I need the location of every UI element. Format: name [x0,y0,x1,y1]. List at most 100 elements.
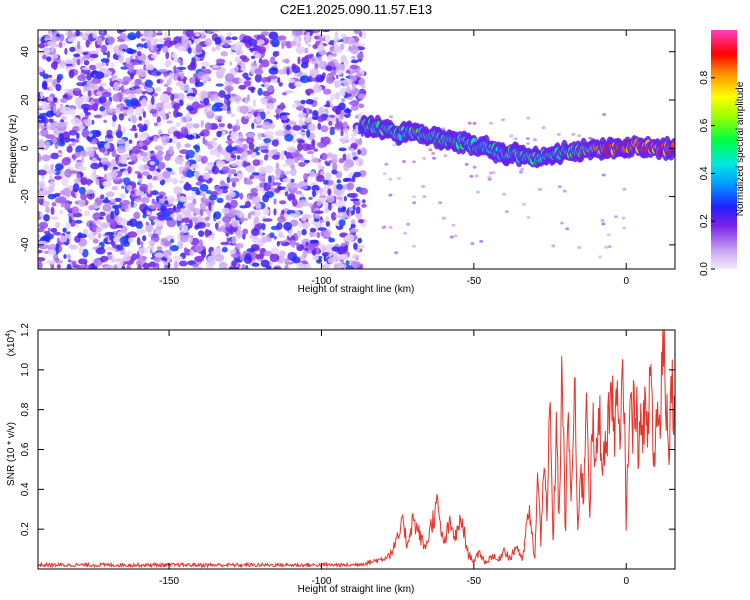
noise-blob [100,44,108,54]
noise-blob [290,239,296,248]
speckle-blob [487,175,492,179]
spec-y-tick-label: -40 [20,237,31,252]
noise-blob [154,86,162,92]
noise-blob [41,103,51,111]
noise-blob [321,136,331,145]
noise-blob [83,210,91,217]
noise-blob [119,258,124,266]
noise-blob [246,94,251,102]
noise-blob [325,76,335,84]
noise-blob [292,30,302,37]
noise-blob [131,145,141,155]
noise-blob [358,79,365,86]
noise-blob [154,122,158,127]
noise-blob [305,144,316,151]
noise-blob [165,51,170,60]
noise-blob [123,253,131,262]
noise-blob [255,238,260,244]
speckle-blob [432,156,437,160]
noise-blob [104,137,114,143]
noise-blob [335,92,340,100]
noise-blob [318,43,324,51]
noise-blob [227,87,231,96]
speckle-blob [501,118,505,122]
noise-blob [69,46,76,53]
noise-blob [305,88,315,94]
noise-blob [333,62,342,68]
noise-blob [150,43,154,51]
noise-blob [151,170,159,176]
noise-blob [200,61,210,67]
noise-blob [109,234,113,241]
noise-blob [48,30,53,37]
snr-x-axis-label: Height of straight line (km) [298,584,415,595]
noise-blob [299,75,310,84]
speckle-blob [472,165,477,169]
speckle-blob [472,121,477,125]
speckle-blob [538,187,543,191]
noise-blob [51,202,57,207]
noise-blob [338,219,346,227]
noise-blob [77,165,87,171]
noise-blob [327,188,331,196]
noise-blob [276,222,283,230]
noise-blob [275,113,280,120]
noise-blob [110,254,115,263]
noise-blob [53,105,57,114]
noise-blob [233,173,238,177]
noise-blob [202,172,211,181]
snr-y-ticks: 0.2 0.4 0.6 0.8 1.0 1.2 [20,323,675,536]
noise-blob [60,97,68,104]
noise-blob [214,222,219,230]
noise-blob [357,149,362,155]
noise-blob [268,67,279,75]
noise-blob [144,79,153,88]
snr-frame [37,329,676,570]
noise-blob [148,136,156,141]
noise-blob [307,123,316,132]
noise-blob [89,53,99,59]
noise-blob [204,139,208,146]
noise-blob [61,157,71,166]
noise-blob [194,81,204,87]
noise-blob [194,171,201,177]
speckle-blob [600,219,605,222]
noise-blob [173,186,183,195]
noise-blob [249,192,259,197]
noise-blob [110,159,117,166]
noise-blob [343,195,347,202]
noise-blob [266,103,275,111]
noise-blob [360,30,366,39]
noise-blob [133,211,141,220]
noise-blob [301,229,307,236]
speckle-blob [565,227,570,231]
noise-blob [110,61,115,70]
noise-blob [306,243,316,251]
noise-blob [230,43,240,51]
noise-blob [216,197,224,204]
noise-blob [302,214,312,219]
noise-blob [273,208,277,216]
noise-blob [168,72,174,80]
noise-blob [346,96,354,100]
noise-blob [48,118,54,123]
noise-blob [231,36,238,41]
noise-blob [122,241,130,247]
noise-blob [108,108,114,114]
noise-blob [259,145,269,149]
noise-blob [350,59,359,64]
speckle-blob [614,215,618,219]
noise-blob [186,169,194,178]
noise-blob [345,260,350,267]
noise-blob [199,201,207,211]
speckle-blob [382,172,387,176]
speckle-blob [541,126,546,130]
noise-blob [255,52,262,59]
noise-blob [86,146,95,152]
noise-blob [77,74,87,82]
noise-blob [309,109,313,114]
noise-blob [353,242,358,250]
noise-blob [335,74,339,79]
noise-blob [203,97,210,106]
speckle-blob [502,192,507,196]
